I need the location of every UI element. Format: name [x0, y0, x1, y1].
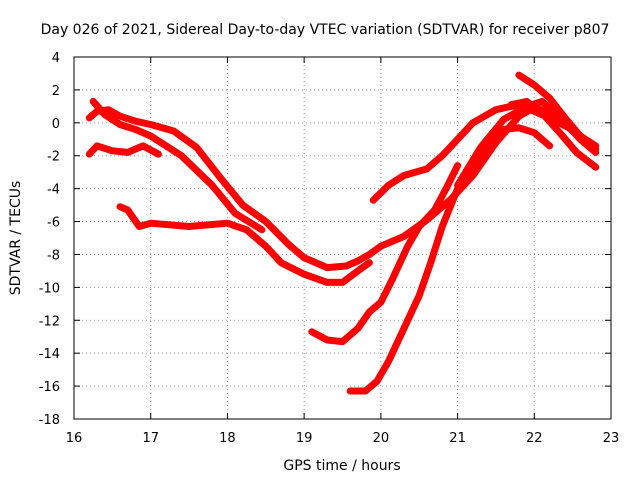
y-tick-label: 0	[52, 117, 60, 132]
plot-frame	[73, 56, 612, 420]
y-tick-label: -16	[39, 380, 60, 395]
y-tick-label: -18	[39, 413, 60, 428]
x-tick-label: 17	[142, 431, 159, 446]
x-tick-label: 21	[449, 431, 466, 446]
series-arc-7	[346, 124, 554, 395]
x-axis-label: GPS time / hours	[283, 458, 400, 474]
series-arc-3	[85, 142, 162, 158]
axis-ticks	[73, 56, 612, 420]
series-arc-10	[507, 97, 600, 171]
x-tick-label: 23	[603, 431, 620, 446]
y-tick-label: -6	[47, 216, 60, 231]
y-tick-label: -10	[39, 281, 60, 296]
grid	[74, 57, 611, 419]
series-arc-2	[89, 97, 266, 234]
x-tick-label: 16	[66, 431, 83, 446]
y-tick-label: -12	[39, 314, 60, 329]
y-tick-label: -8	[47, 248, 60, 263]
series-arc-9	[515, 71, 600, 150]
tick-labels: 16 17 18 19 20 21 22 23 -18 -16 -14 -12 -10 -8 -6 -4 -2 0…	[39, 51, 620, 446]
chart-title: Day 026 of 2021, Sidereal Day-to-day VTE…	[41, 22, 610, 38]
y-tick-label: 2	[52, 84, 60, 99]
y-axis-label: SDTVAR / TECUs	[8, 181, 24, 296]
series-arc-6	[308, 162, 462, 346]
plot-series	[85, 71, 600, 395]
x-tick-label: 20	[373, 431, 390, 446]
x-tick-label: 22	[526, 431, 543, 446]
series-arc-4	[116, 203, 373, 286]
y-tick-label: -14	[39, 347, 60, 362]
x-tick-label: 19	[296, 431, 313, 446]
y-tick-label: -2	[47, 150, 60, 165]
x-tick-label: 18	[219, 431, 236, 446]
y-tick-label: 4	[52, 51, 60, 66]
y-tick-label: -4	[47, 183, 60, 198]
